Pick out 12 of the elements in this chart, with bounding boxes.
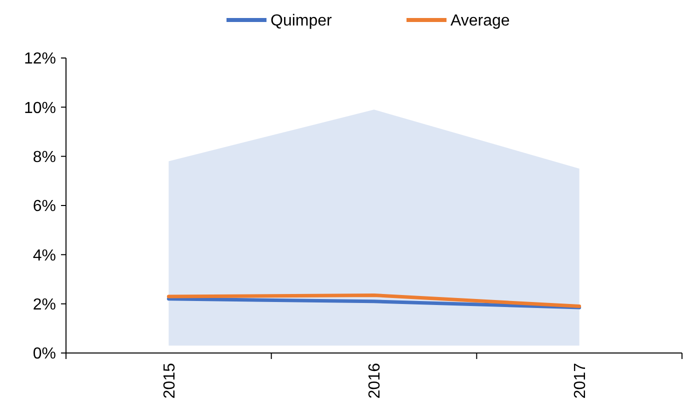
y-tick-label: 6% — [32, 198, 56, 216]
x-tick-label: 2015 — [161, 362, 178, 399]
y-tick-label: 12% — [24, 50, 56, 68]
y-tick-label: 10% — [24, 100, 56, 117]
x-tick-label: 2016 — [366, 362, 384, 399]
y-tick-label: 0% — [32, 346, 56, 363]
y-tick-label: 2% — [32, 296, 56, 314]
legend-label: Quimper — [270, 12, 333, 30]
x-tick-label: 2017 — [572, 362, 589, 399]
legend-label: Average — [450, 12, 510, 30]
y-tick-label: 4% — [32, 247, 56, 264]
y-tick-label: 8% — [32, 148, 56, 166]
